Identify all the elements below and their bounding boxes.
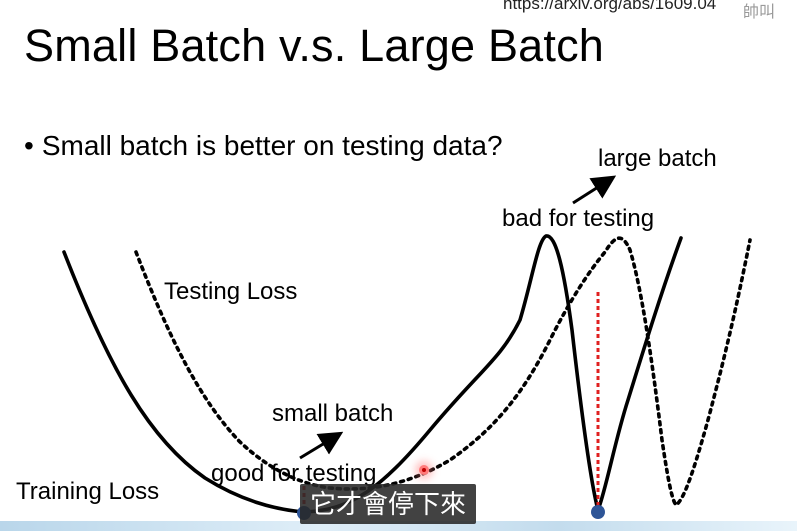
small-batch-arrow [299, 431, 344, 460]
pointer-cursor-indicator [419, 465, 429, 475]
good-for-testing-label: good for testing [211, 460, 377, 487]
bullet-point: • Small batch is better on testing data? [24, 130, 503, 162]
training-loss-curve [62, 234, 683, 516]
large-batch-label: large batch [598, 145, 717, 172]
testing-loss-curve [134, 236, 752, 508]
url-overlay-text: 帥叫 [743, 4, 776, 21]
large-batch-minimum-dot [591, 505, 605, 519]
bullet-text: Small batch is better on testing data? [41, 130, 503, 161]
slide-title: Small Batch v.s. Large Batch [24, 20, 605, 71]
testing-loss-label: Testing Loss [164, 278, 298, 305]
large-batch-arrow [572, 175, 617, 205]
bullet-marker: • [24, 130, 34, 161]
paper-url: https://arxiv.org/abs/1609.04 [503, 0, 717, 13]
small-batch-label: small batch [272, 400, 394, 427]
bad-for-testing-label: bad for testing [502, 205, 655, 232]
video-bottom-strip [0, 521, 797, 531]
training-loss-label: Training Loss [16, 478, 160, 505]
video-subtitle: 它才會停下來 [300, 484, 477, 524]
